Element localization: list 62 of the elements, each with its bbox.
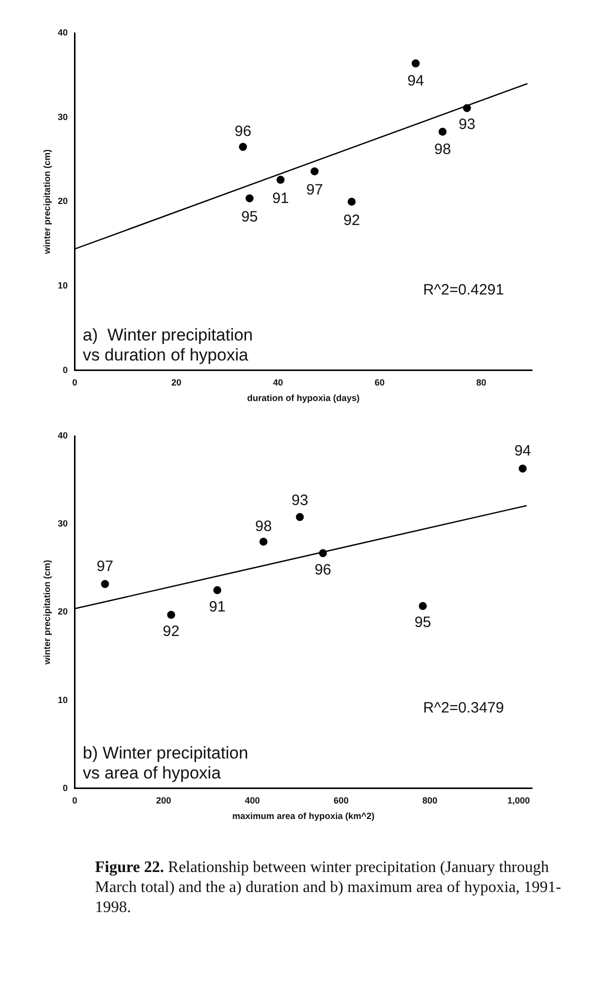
x-tick-label: 60 <box>374 377 385 388</box>
y-tick-label: 20 <box>58 606 68 617</box>
text: a) Winter precipitation vs duration of hypoxia <box>82 325 253 364</box>
annotation: 98 <box>434 140 451 158</box>
annotation: R^2=0.4291 <box>423 282 504 299</box>
x-tick-label: 1,000 <box>507 795 530 806</box>
point <box>310 167 319 176</box>
y-tick-label: 40 <box>58 430 68 440</box>
x-tick-label: 800 <box>422 795 438 806</box>
x-tick-label: 20 <box>171 377 182 388</box>
x-tick-label: 400 <box>244 795 260 806</box>
point <box>296 513 304 522</box>
y-tick-label: 0 <box>62 364 68 375</box>
point <box>259 538 268 546</box>
y-tick-label: 30 <box>58 518 68 529</box>
y-tick-label: 20 <box>58 196 68 206</box>
annotation: 92 <box>162 622 180 640</box>
annotation: 96 <box>234 123 252 140</box>
x-tick-label: 200 <box>156 795 172 806</box>
x-tick-label: 40 <box>273 377 284 388</box>
annotation: 94 <box>514 442 532 460</box>
point <box>412 59 420 68</box>
x-axis-title: duration of hypoxia (days) <box>247 393 360 404</box>
x-tick-label: 0 <box>72 377 78 388</box>
point <box>462 104 471 112</box>
annotation: R^2=0.3479 <box>423 700 504 717</box>
annotation: 91 <box>208 598 226 616</box>
annotation: 97 <box>306 181 323 198</box>
point <box>167 610 176 619</box>
y-tick-label: 10 <box>58 280 68 291</box>
text: b) Winter precipitation vs area of hypoxia <box>82 743 248 782</box>
point <box>213 586 222 594</box>
point <box>438 128 447 136</box>
annotation: 95 <box>414 614 432 632</box>
annotation: 91 <box>272 190 289 207</box>
y-axis-title: winter precipitation (cm) <box>42 560 52 666</box>
point <box>100 580 109 588</box>
annotation: 93 <box>458 116 476 134</box>
y-tick-label: 10 <box>58 694 68 705</box>
x-tick-label: 600 <box>334 795 349 806</box>
y-tick-label: 30 <box>58 112 68 122</box>
x-tick-label: 80 <box>476 377 486 388</box>
y-axis-title: winter precipitation (cm) <box>42 149 52 255</box>
x-axis-title: maximum area of hypoxia (km^2) <box>232 811 375 822</box>
point <box>246 194 254 202</box>
x-tick-label: 0 <box>72 795 78 806</box>
y-tick-label: 40 <box>58 27 68 38</box>
annotation: 98 <box>255 518 272 535</box>
annotation: 95 <box>241 208 258 226</box>
point <box>348 198 356 206</box>
point <box>318 549 327 558</box>
caption: Figure 22. Relationship between winter precipitation (January through March total) and the a) duration and b) maximum area of hypoxia, 1991-1998. <box>95 858 562 918</box>
y-tick-label: 0 <box>62 782 68 793</box>
annotation: 94 <box>407 72 424 90</box>
point <box>418 602 427 610</box>
annotation: 97 <box>96 558 114 576</box>
point <box>238 142 247 151</box>
point <box>276 176 285 184</box>
annotation: 92 <box>343 212 360 229</box>
annotation: 93 <box>292 492 308 510</box>
point <box>518 464 527 473</box>
annotation: 96 <box>314 561 332 578</box>
